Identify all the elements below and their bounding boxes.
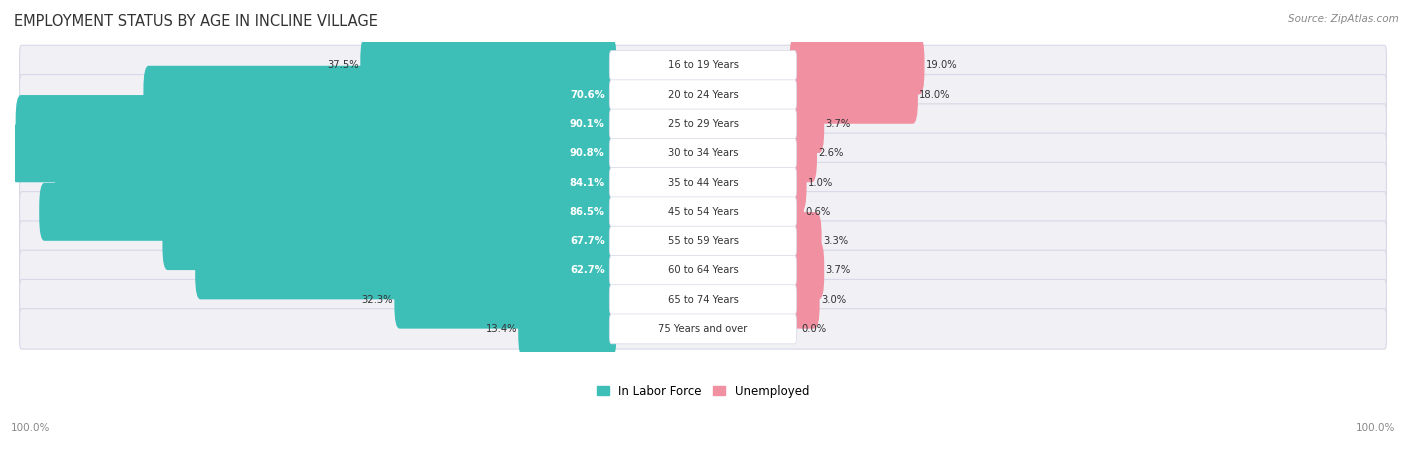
Text: 30 to 34 Years: 30 to 34 Years — [668, 148, 738, 158]
Text: 55 to 59 Years: 55 to 59 Years — [668, 236, 738, 246]
Legend: In Labor Force, Unemployed: In Labor Force, Unemployed — [592, 380, 814, 402]
Text: 3.0%: 3.0% — [821, 295, 846, 304]
Text: 1.0%: 1.0% — [808, 178, 834, 188]
FancyBboxPatch shape — [360, 37, 616, 94]
FancyBboxPatch shape — [20, 250, 1386, 290]
FancyBboxPatch shape — [609, 226, 797, 256]
Text: 13.4%: 13.4% — [485, 324, 517, 334]
FancyBboxPatch shape — [20, 104, 1386, 144]
FancyBboxPatch shape — [20, 45, 1386, 86]
Text: 18.0%: 18.0% — [920, 90, 950, 100]
Text: 45 to 54 Years: 45 to 54 Years — [668, 207, 738, 217]
FancyBboxPatch shape — [609, 80, 797, 110]
FancyBboxPatch shape — [609, 138, 797, 168]
FancyBboxPatch shape — [790, 183, 804, 241]
FancyBboxPatch shape — [790, 212, 821, 270]
Text: 19.0%: 19.0% — [925, 60, 957, 70]
FancyBboxPatch shape — [790, 241, 824, 299]
Text: Source: ZipAtlas.com: Source: ZipAtlas.com — [1288, 14, 1399, 23]
Text: 67.7%: 67.7% — [569, 236, 605, 246]
FancyBboxPatch shape — [143, 66, 616, 124]
FancyBboxPatch shape — [790, 124, 817, 182]
FancyBboxPatch shape — [609, 51, 797, 80]
Text: 100.0%: 100.0% — [11, 423, 51, 433]
FancyBboxPatch shape — [609, 109, 797, 139]
FancyBboxPatch shape — [20, 192, 1386, 232]
Text: 70.6%: 70.6% — [569, 90, 605, 100]
FancyBboxPatch shape — [519, 300, 616, 358]
Text: 3.7%: 3.7% — [825, 119, 851, 129]
FancyBboxPatch shape — [790, 66, 918, 124]
Text: 65 to 74 Years: 65 to 74 Years — [668, 295, 738, 304]
FancyBboxPatch shape — [394, 271, 616, 329]
Text: 100.0%: 100.0% — [1355, 423, 1395, 433]
Text: 0.6%: 0.6% — [806, 207, 831, 217]
Text: 35 to 44 Years: 35 to 44 Years — [668, 178, 738, 188]
Text: 16 to 19 Years: 16 to 19 Years — [668, 60, 738, 70]
Text: 90.1%: 90.1% — [569, 119, 605, 129]
Text: 25 to 29 Years: 25 to 29 Years — [668, 119, 738, 129]
FancyBboxPatch shape — [20, 162, 1386, 203]
Text: 84.1%: 84.1% — [569, 178, 605, 188]
Text: 37.5%: 37.5% — [328, 60, 359, 70]
Text: 0.0%: 0.0% — [801, 324, 827, 334]
FancyBboxPatch shape — [163, 212, 616, 270]
FancyBboxPatch shape — [609, 285, 797, 315]
FancyBboxPatch shape — [20, 309, 1386, 349]
FancyBboxPatch shape — [790, 37, 925, 94]
FancyBboxPatch shape — [609, 197, 797, 227]
FancyBboxPatch shape — [20, 133, 1386, 174]
FancyBboxPatch shape — [20, 221, 1386, 261]
Text: 62.7%: 62.7% — [569, 265, 605, 276]
FancyBboxPatch shape — [609, 168, 797, 198]
Text: 3.3%: 3.3% — [823, 236, 848, 246]
Text: 20 to 24 Years: 20 to 24 Years — [668, 90, 738, 100]
FancyBboxPatch shape — [609, 314, 797, 344]
Text: 90.8%: 90.8% — [569, 148, 605, 158]
Text: 86.5%: 86.5% — [569, 207, 605, 217]
FancyBboxPatch shape — [39, 183, 616, 241]
FancyBboxPatch shape — [15, 95, 616, 153]
FancyBboxPatch shape — [609, 255, 797, 285]
FancyBboxPatch shape — [20, 74, 1386, 115]
FancyBboxPatch shape — [20, 280, 1386, 320]
FancyBboxPatch shape — [790, 95, 824, 153]
Text: 2.6%: 2.6% — [818, 148, 844, 158]
Text: EMPLOYMENT STATUS BY AGE IN INCLINE VILLAGE: EMPLOYMENT STATUS BY AGE IN INCLINE VILL… — [14, 14, 378, 28]
FancyBboxPatch shape — [195, 241, 616, 299]
Text: 60 to 64 Years: 60 to 64 Years — [668, 265, 738, 276]
FancyBboxPatch shape — [55, 154, 616, 212]
Text: 75 Years and over: 75 Years and over — [658, 324, 748, 334]
Text: 32.3%: 32.3% — [361, 295, 394, 304]
Text: 3.7%: 3.7% — [825, 265, 851, 276]
FancyBboxPatch shape — [11, 124, 616, 182]
FancyBboxPatch shape — [790, 154, 807, 212]
FancyBboxPatch shape — [790, 271, 820, 329]
